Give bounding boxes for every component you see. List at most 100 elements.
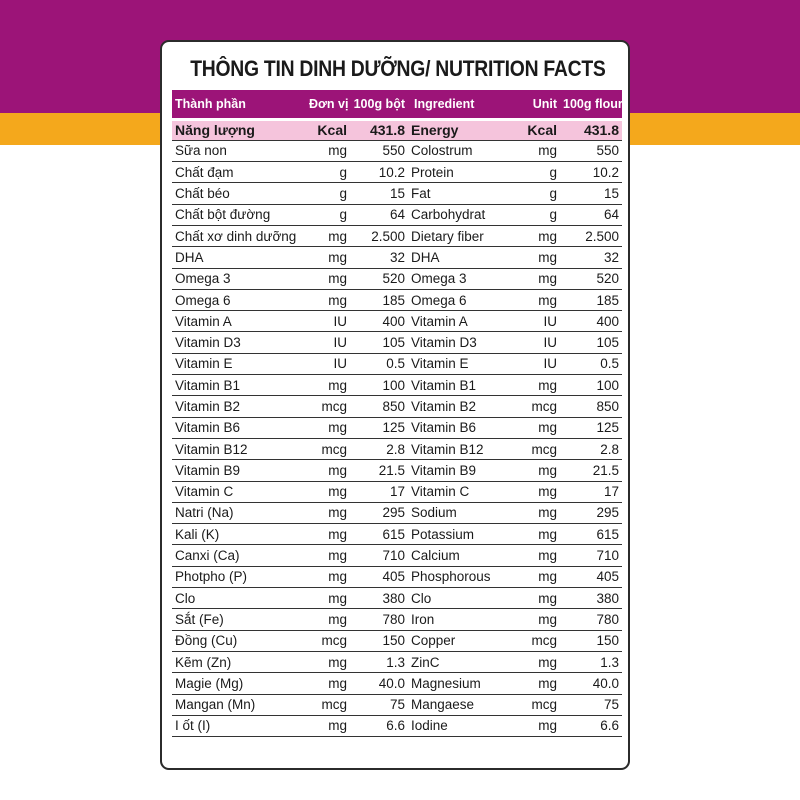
row-vn-unit: mg xyxy=(306,225,350,248)
row-vn-amount: 520 xyxy=(350,268,408,290)
table-row: Chất xơ dinh dưỡng mg 2.500 Dietary fiber mg… xyxy=(172,225,622,248)
row-en-name: Clo xyxy=(408,587,520,610)
table-row: Magie (Mg) mg 40.0 Magnesium mg 40.0 xyxy=(172,672,622,695)
row-vn-unit: mg xyxy=(306,608,350,631)
table-row: Đồng (Cu) mcg 150 Copper mcg 150 xyxy=(172,630,622,652)
row-en-unit: mg xyxy=(520,566,560,589)
row-vn-name: Mangan (Mn) xyxy=(172,694,306,716)
row-en-unit: mg xyxy=(520,225,560,248)
row-vn-name: Chất béo xyxy=(172,182,306,205)
row-en-name: Vitamin B6 xyxy=(408,417,520,439)
row-en-unit: mcg xyxy=(520,630,560,652)
row-vn-unit: g xyxy=(306,182,350,205)
row-vn-name: Kali (K) xyxy=(172,523,306,546)
row-en-amount: 6.6 xyxy=(560,715,622,738)
row-vn-amount: 185 xyxy=(350,289,408,312)
row-en-name: Energy xyxy=(408,119,520,141)
table-row: Canxi (Ca) mg 710 Calcium mg 710 xyxy=(172,544,622,567)
row-vn-name: Kẽm (Zn) xyxy=(172,651,306,674)
row-vn-name: Omega 3 xyxy=(172,268,306,290)
table-row: Vitamin E IU 0.5 Vitamin E IU 0.5 xyxy=(172,353,622,376)
table-row: DHA mg 32 DHA mg 32 xyxy=(172,246,622,269)
row-vn-name: Vitamin B1 xyxy=(172,374,306,397)
row-en-unit: mg xyxy=(520,672,560,695)
row-en-name: Omega 3 xyxy=(408,268,520,290)
table-row: Vitamin B9 mg 21.5 Vitamin B9 mg 21.5 xyxy=(172,459,622,482)
row-en-unit: mcg xyxy=(520,395,560,418)
row-vn-unit: IU xyxy=(306,331,350,354)
row-vn-unit: mg xyxy=(306,268,350,290)
row-en-name: Phosphorous xyxy=(408,566,520,589)
row-vn-amount: 1.3 xyxy=(350,651,408,674)
header-vn-name: Thành phần xyxy=(172,90,306,121)
row-vn-name: Vitamin B6 xyxy=(172,417,306,439)
row-en-name: Potassium xyxy=(408,523,520,546)
row-vn-amount: 2.8 xyxy=(350,438,408,461)
table-row: Vitamin A IU 400 Vitamin A IU 400 xyxy=(172,310,622,333)
row-vn-name: I ốt (I) xyxy=(172,715,306,738)
row-en-amount: 295 xyxy=(560,502,622,525)
row-en-amount: 100 xyxy=(560,374,622,397)
row-en-name: Iron xyxy=(408,608,520,631)
row-en-name: ZinC xyxy=(408,651,520,674)
row-en-name: DHA xyxy=(408,246,520,269)
row-vn-name: Sắt (Fe) xyxy=(172,608,306,631)
row-en-name: Vitamin D3 xyxy=(408,331,520,354)
row-vn-amount: 380 xyxy=(350,587,408,610)
row-vn-unit: mg xyxy=(306,715,350,738)
row-en-amount: 850 xyxy=(560,395,622,418)
row-en-name: Omega 6 xyxy=(408,289,520,312)
row-en-unit: mcg xyxy=(520,438,560,461)
row-vn-amount: 850 xyxy=(350,395,408,418)
row-en-amount: 400 xyxy=(560,310,622,333)
row-en-amount: 1.3 xyxy=(560,651,622,674)
row-vn-name: Chất đạm xyxy=(172,161,306,184)
nutrition-facts-panel: THÔNG TIN DINH DƯỠNG/ NUTRITION FACTS Th… xyxy=(160,40,630,770)
row-vn-name: Vitamin B2 xyxy=(172,395,306,418)
row-en-name: Iodine xyxy=(408,715,520,738)
row-en-name: Magnesium xyxy=(408,672,520,695)
row-en-unit: mg xyxy=(520,544,560,567)
row-vn-name: Omega 6 xyxy=(172,289,306,312)
row-en-name: Calcium xyxy=(408,544,520,567)
row-en-unit: mg xyxy=(520,417,560,439)
row-vn-name: Canxi (Ca) xyxy=(172,544,306,567)
row-vn-amount: 21.5 xyxy=(350,459,408,482)
row-en-name: Mangaese xyxy=(408,694,520,716)
row-vn-unit: mg xyxy=(306,587,350,610)
row-en-amount: 520 xyxy=(560,268,622,290)
row-en-amount: 780 xyxy=(560,608,622,631)
row-en-unit: IU xyxy=(520,310,560,333)
row-vn-amount: 40.0 xyxy=(350,672,408,695)
row-en-unit: mg xyxy=(520,715,560,738)
row-en-unit: IU xyxy=(520,331,560,354)
row-vn-amount: 105 xyxy=(350,331,408,354)
row-vn-name: Chất xơ dinh dưỡng xyxy=(172,225,306,248)
table-row: Kali (K) mg 615 Potassium mg 615 xyxy=(172,523,622,546)
row-vn-amount: 780 xyxy=(350,608,408,631)
row-en-name: Vitamin A xyxy=(408,310,520,333)
row-en-name: Carbohydrat xyxy=(408,204,520,226)
row-en-amount: 710 xyxy=(560,544,622,567)
row-vn-amount: 0.5 xyxy=(350,353,408,376)
row-en-unit: mg xyxy=(520,481,560,503)
row-vn-unit: mg xyxy=(306,140,350,163)
row-vn-name: Photpho (P) xyxy=(172,566,306,589)
row-en-name: Vitamin E xyxy=(408,353,520,376)
row-en-amount: 380 xyxy=(560,587,622,610)
row-vn-unit: mg xyxy=(306,417,350,439)
row-en-name: Vitamin B9 xyxy=(408,459,520,482)
row-vn-amount: 405 xyxy=(350,566,408,589)
row-en-unit: mg xyxy=(520,374,560,397)
row-en-amount: 40.0 xyxy=(560,672,622,695)
row-vn-unit: mcg xyxy=(306,694,350,716)
row-vn-name: Năng lượng xyxy=(172,119,306,141)
row-en-amount: 17 xyxy=(560,481,622,503)
row-vn-amount: 32 xyxy=(350,246,408,269)
table-row: Omega 6 mg 185 Omega 6 mg 185 xyxy=(172,289,622,312)
row-vn-amount: 125 xyxy=(350,417,408,439)
table-row: Clo mg 380 Clo mg 380 xyxy=(172,587,622,610)
row-vn-unit: g xyxy=(306,161,350,184)
row-en-amount: 15 xyxy=(560,182,622,205)
